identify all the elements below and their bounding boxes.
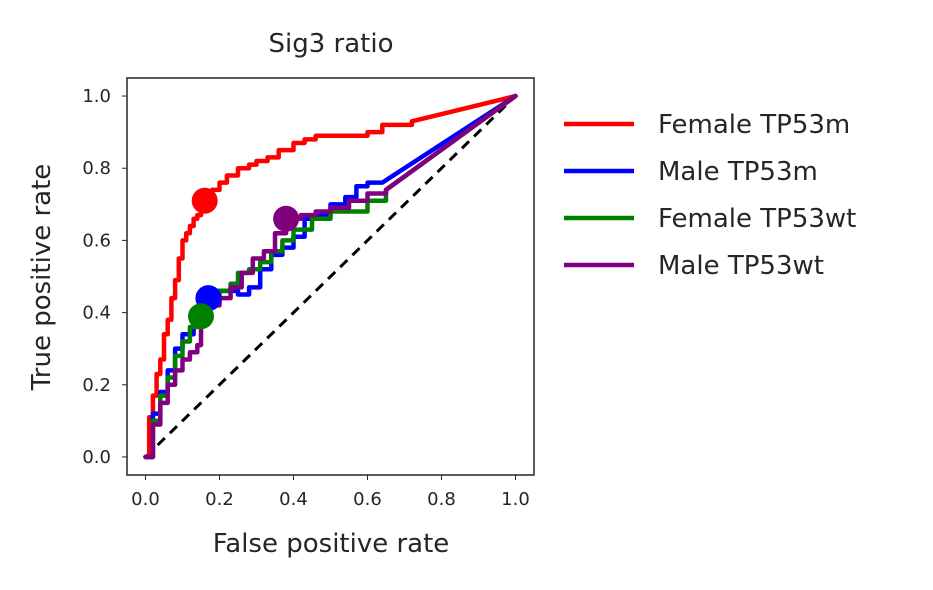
y-tick-label: 1.0 [82, 86, 111, 107]
legend-label-female-tp53wt: Female TP53wt [658, 204, 856, 234]
x-axis-label: False positive rate [213, 529, 450, 559]
chart-title: Sig3 ratio [269, 29, 394, 59]
threshold-point-female-tp53wt [188, 303, 214, 330]
threshold-point-male-tp53wt [273, 205, 300, 232]
x-axis-ticks: 0.0 0.2 0.4 0.6 0.8 1.0 [131, 475, 530, 510]
x-tick-label: 0.0 [131, 489, 160, 510]
x-tick-label: 0.4 [279, 489, 308, 510]
y-tick-label: 0.8 [82, 158, 111, 179]
y-tick-label: 0.4 [82, 303, 111, 324]
y-tick-label: 0.2 [82, 375, 111, 396]
legend-label-female-tp53m: Female TP53m [658, 110, 850, 140]
y-tick-label: 0.0 [82, 447, 111, 468]
x-tick-label: 0.8 [427, 489, 456, 510]
reference-line-layer [144, 94, 517, 459]
y-axis-ticks: 0.0 0.2 0.4 0.6 0.8 1.0 [82, 86, 127, 468]
legend-label-male-tp53m: Male TP53m [658, 157, 818, 187]
legend: Female TP53m Male TP53m Female TP53wt Male … [564, 110, 856, 281]
reference-diagonal-line [144, 94, 517, 459]
threshold-point-female-tp53m [191, 187, 218, 214]
x-tick-label: 0.6 [353, 489, 382, 510]
x-tick-label: 0.2 [205, 489, 234, 510]
y-axis-label: True positive rate [27, 164, 57, 392]
series-line-male-tp53wt [143, 93, 518, 460]
y-tick-label: 0.6 [82, 230, 111, 251]
legend-label-male-tp53wt: Male TP53wt [658, 251, 824, 281]
x-tick-label: 1.0 [501, 489, 530, 510]
marker-layer [188, 187, 300, 330]
plot-area [126, 77, 535, 476]
